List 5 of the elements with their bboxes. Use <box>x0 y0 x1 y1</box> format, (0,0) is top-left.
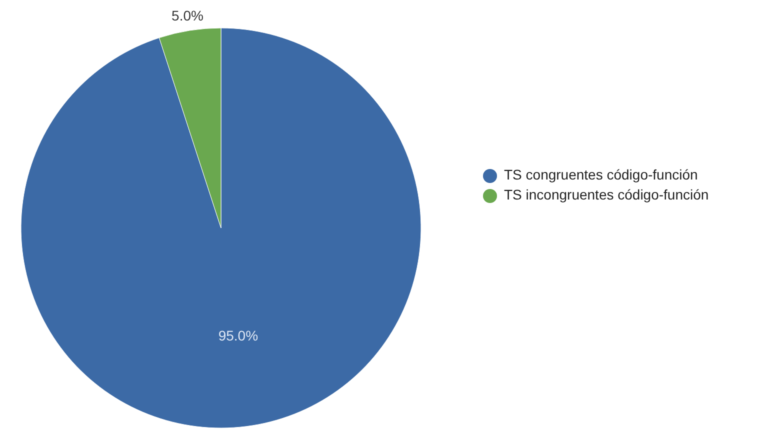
legend-label: TS incongruentes código-función <box>504 186 709 203</box>
pie-slice <box>20 28 422 428</box>
data-label: 5.0% <box>172 7 204 24</box>
legend-label: TS congruentes código-función <box>504 166 698 183</box>
data-label: 95.0% <box>218 327 258 344</box>
